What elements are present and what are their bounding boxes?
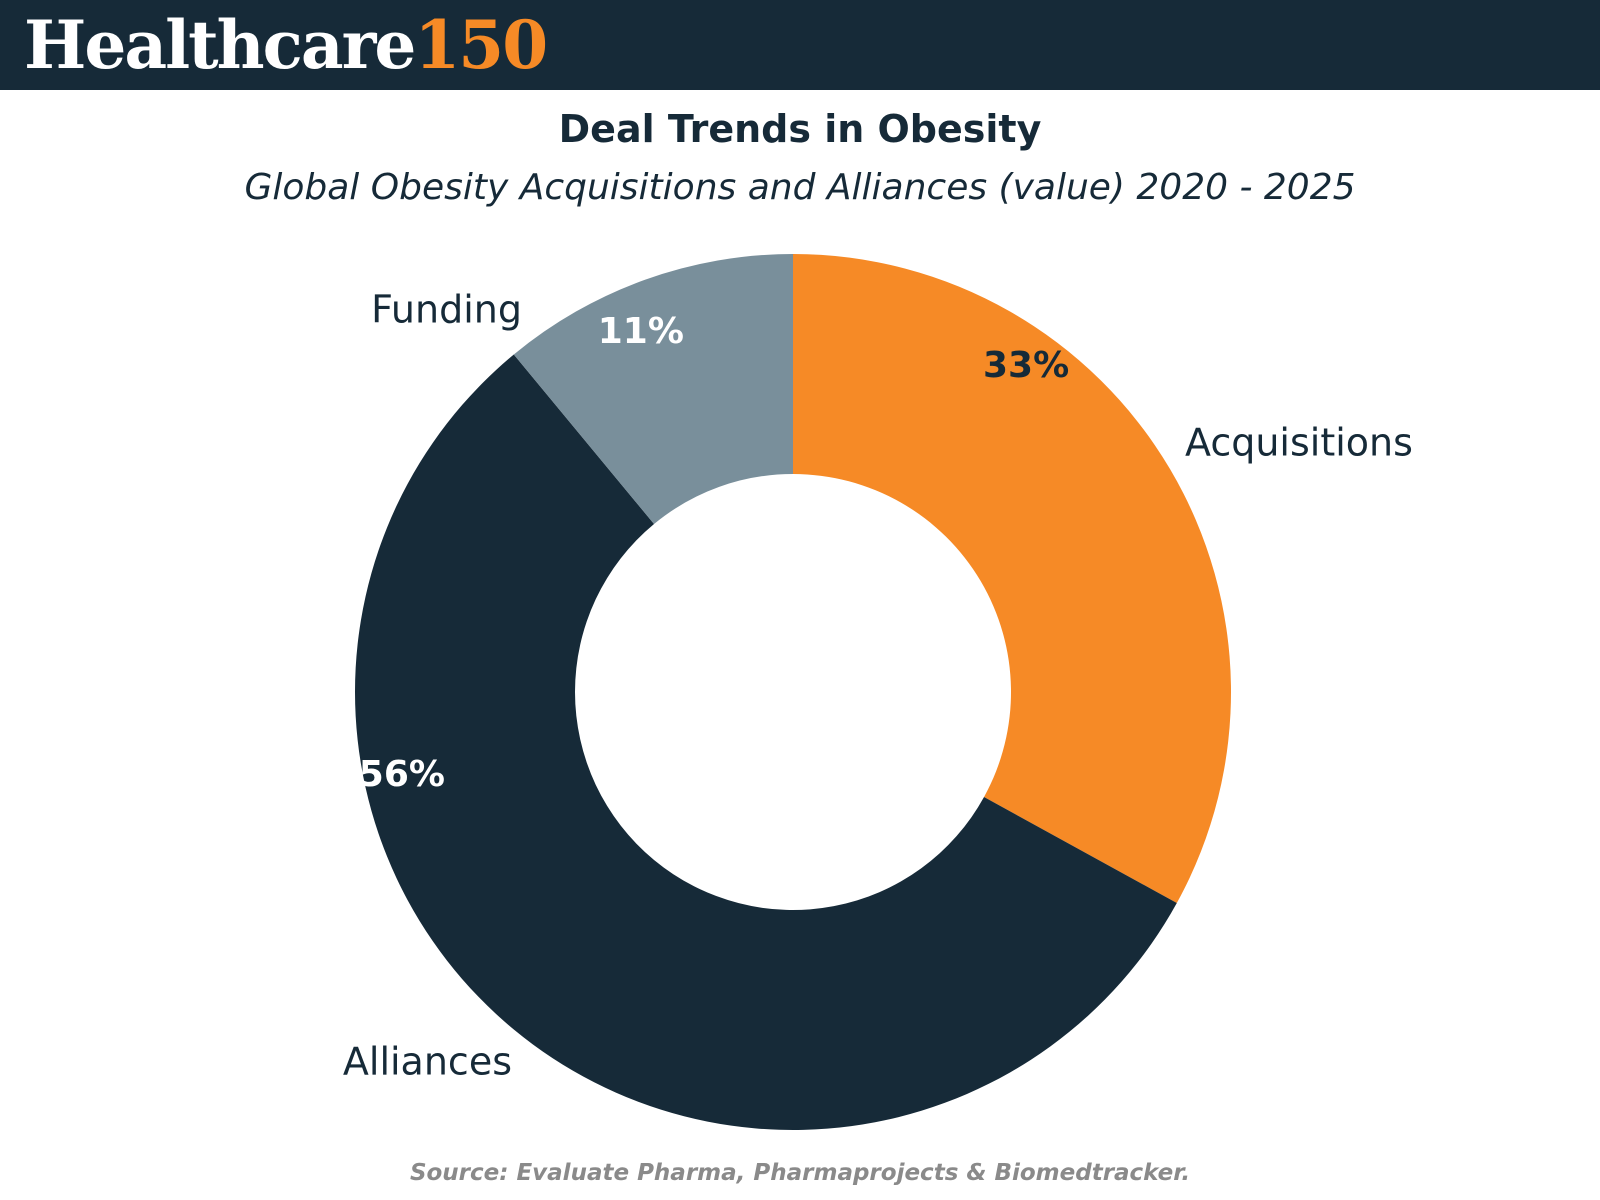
slice-acquisitions bbox=[793, 254, 1231, 904]
slice-funding bbox=[513, 254, 793, 525]
label-group: 33% 56% 11% Acquisitions Alliances Funding bbox=[343, 288, 1413, 1084]
category-label-alliances: Alliances bbox=[343, 1040, 512, 1084]
category-label-acquisitions: Acquisitions bbox=[1185, 421, 1413, 465]
slice-group bbox=[354, 254, 1231, 1130]
value-label-funding: 11% bbox=[598, 311, 684, 352]
brand-word: Healthcare bbox=[24, 6, 416, 84]
brand-number: 150 bbox=[414, 6, 548, 84]
chart-title: Deal Trends in Obesity bbox=[558, 107, 1042, 151]
source-note: Source: Evaluate Pharma, Pharmaprojects … bbox=[409, 1160, 1191, 1186]
brand-logo: Healthcare150 bbox=[24, 2, 548, 88]
value-label-alliances: 56% bbox=[359, 754, 445, 795]
category-label-funding: Funding bbox=[371, 288, 522, 332]
value-label-acquisitions: 33% bbox=[983, 345, 1069, 386]
slice-alliances bbox=[354, 354, 1177, 1130]
chart-subtitle: Global Obesity Acquisitions and Alliance… bbox=[244, 167, 1356, 208]
header-bar: Healthcare150 bbox=[0, 0, 1600, 90]
